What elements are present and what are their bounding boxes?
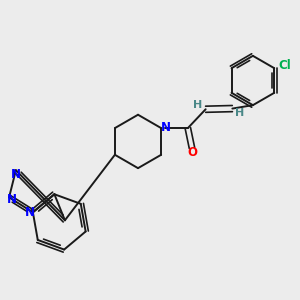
Text: Cl: Cl <box>279 59 292 72</box>
Text: N: N <box>161 121 171 134</box>
Text: N: N <box>7 193 17 206</box>
Text: N: N <box>25 206 35 219</box>
Text: N: N <box>11 168 21 181</box>
Text: H: H <box>235 108 244 118</box>
Text: H: H <box>194 100 203 110</box>
Text: O: O <box>187 146 197 159</box>
